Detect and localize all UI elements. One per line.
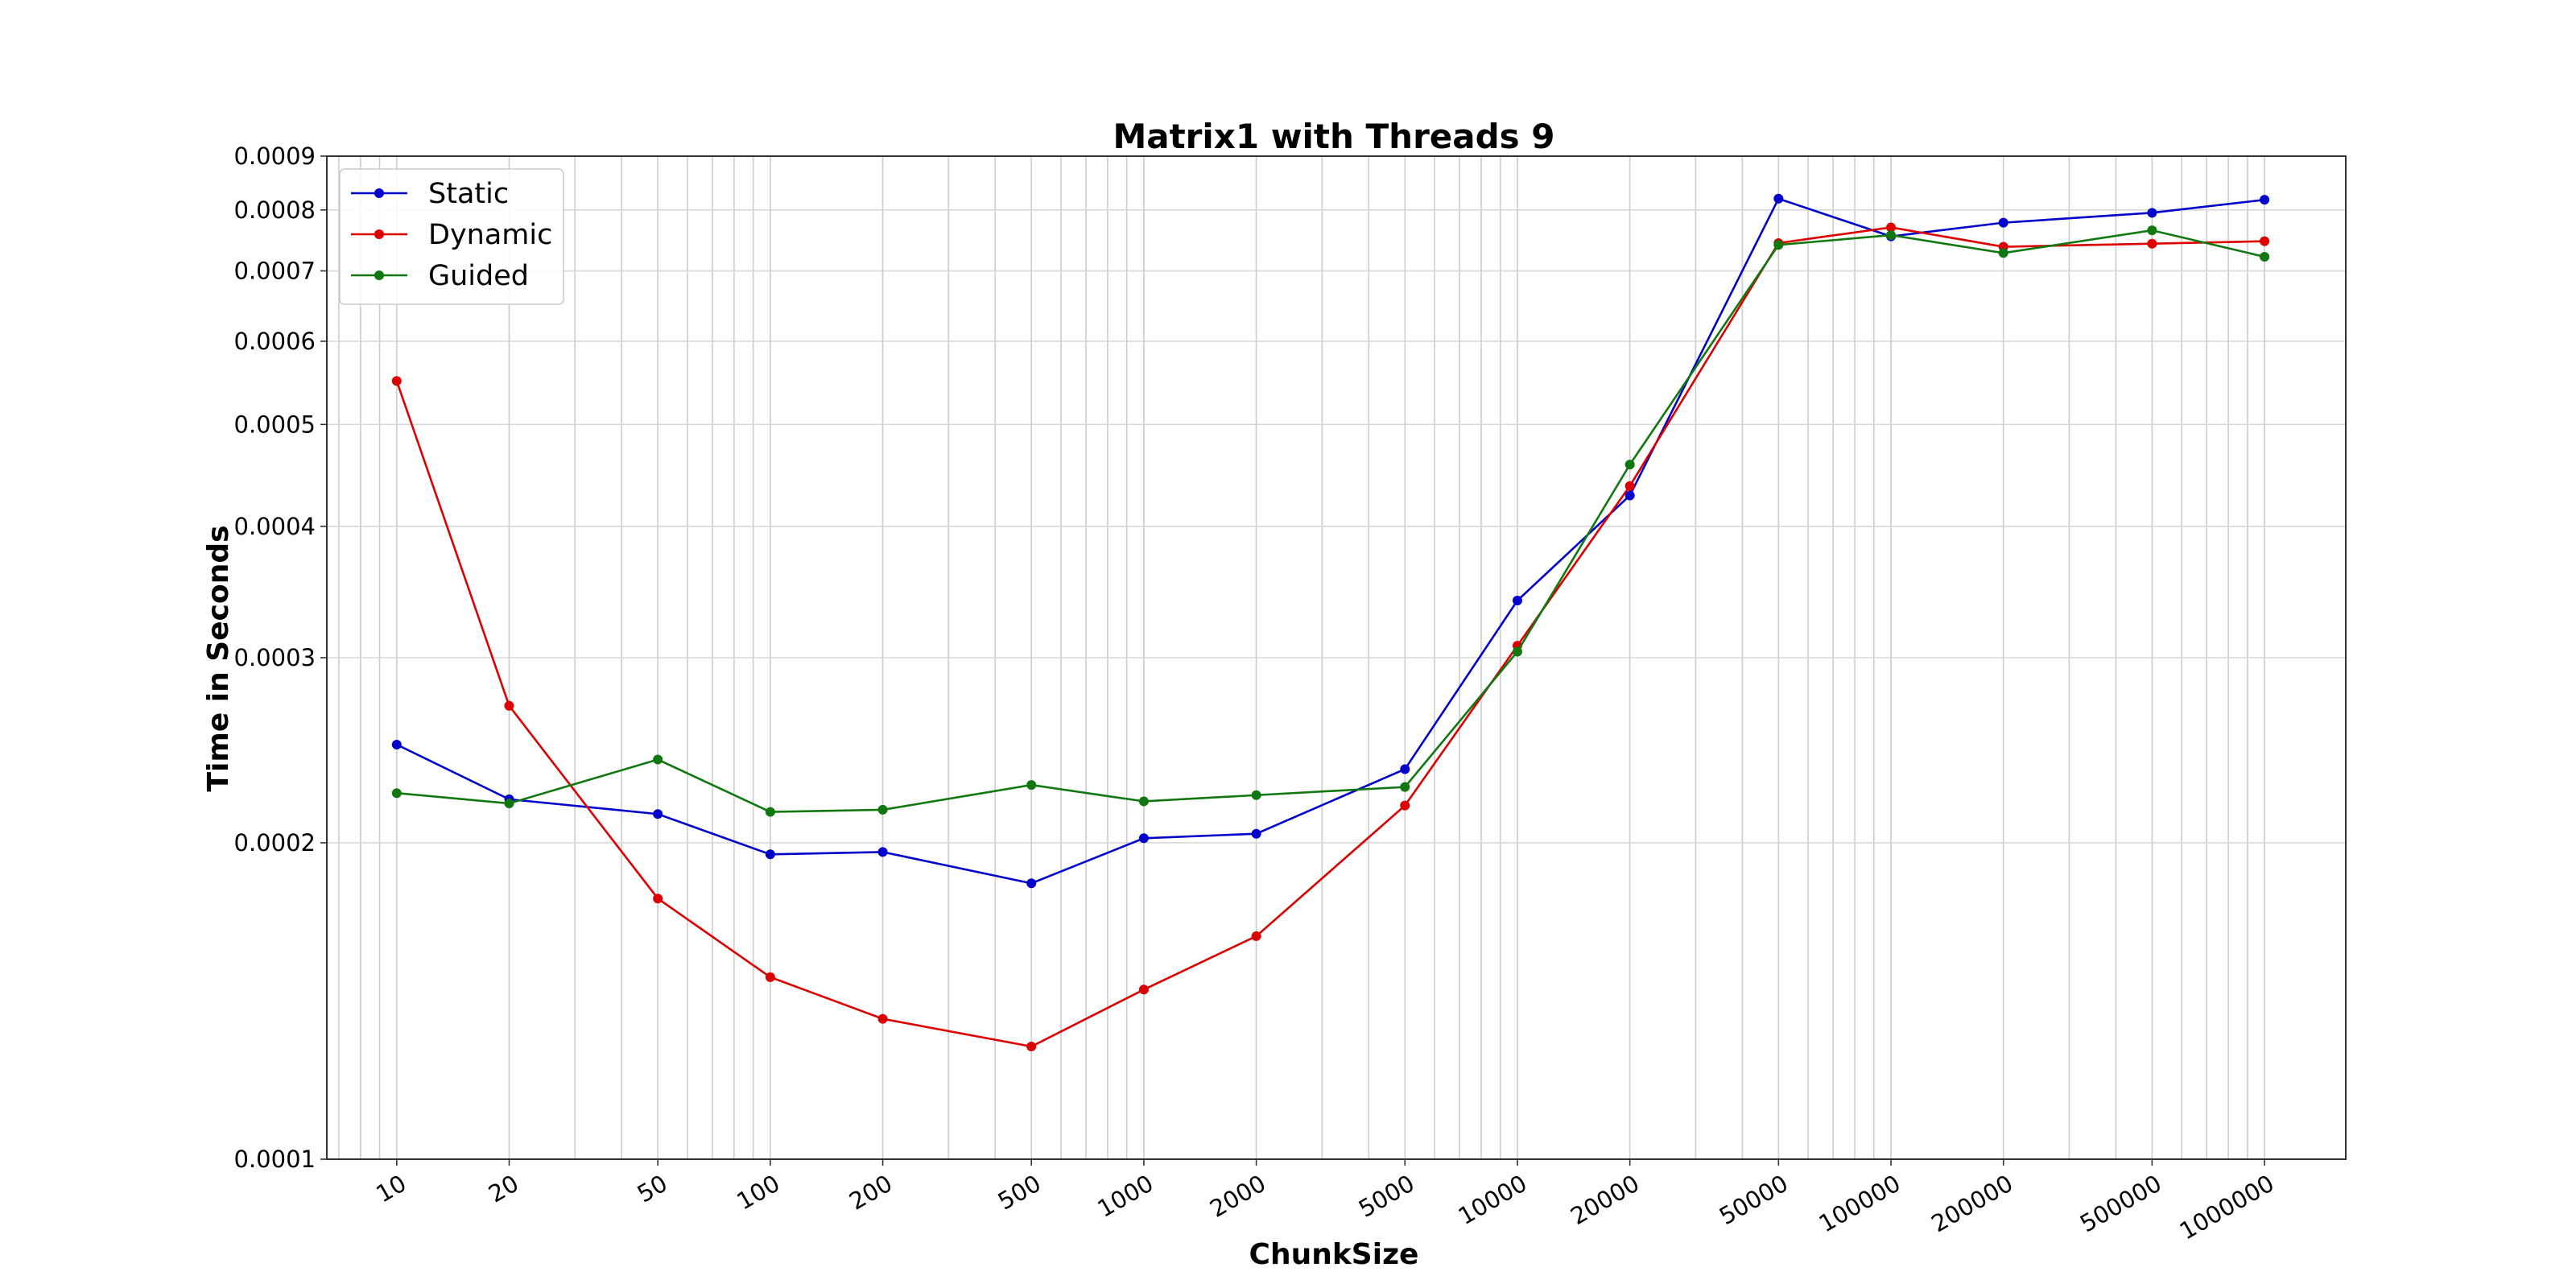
y-tick-label: 0.0006 (234, 328, 316, 355)
y-tick-label: 0.0003 (234, 644, 316, 671)
data-point-guided (1026, 780, 1037, 791)
data-point-static (391, 739, 402, 749)
data-point-dynamic (391, 376, 402, 386)
data-point-guided (765, 807, 775, 817)
x-tick-label: 500000 (2075, 1170, 2166, 1238)
data-point-guided (1773, 240, 1784, 250)
data-point-dynamic (2260, 236, 2270, 246)
x-tick-label: 50 (633, 1170, 672, 1208)
x-tick-label: 2000 (1205, 1170, 1270, 1223)
data-point-guided (1624, 460, 1635, 470)
data-point-static (2147, 208, 2157, 218)
data-point-static (1138, 833, 1149, 844)
legend-label-static: Static (428, 178, 509, 210)
data-point-dynamic (765, 972, 775, 982)
data-point-guided (1998, 248, 2008, 258)
series-layer (391, 193, 2270, 1052)
data-point-guided (504, 799, 514, 809)
data-point-static (1512, 596, 1522, 606)
y-tick-label: 0.0001 (234, 1146, 316, 1173)
x-tick-label: 100 (732, 1170, 784, 1216)
series-line-guided (396, 229, 2265, 813)
x-tick-label: 1000000 (2175, 1170, 2279, 1245)
x-axis-label: ChunkSize (1249, 1238, 1419, 1271)
data-point-static (1773, 193, 1784, 204)
data-point-guided (1512, 646, 1522, 657)
data-point-dynamic (2147, 238, 2157, 249)
legend: Static Dynamic Guided (339, 168, 564, 305)
x-tick-label: 100000 (1814, 1170, 1905, 1238)
legend-marker-dynamic (374, 229, 384, 239)
data-point-guided (1886, 230, 1897, 241)
data-point-guided (2260, 251, 2270, 262)
series-line-dynamic (395, 226, 2265, 1048)
data-point-static (1400, 764, 1410, 774)
data-point-dynamic (1400, 800, 1410, 811)
data-point-static (1026, 878, 1037, 889)
data-point-dynamic (1251, 931, 1261, 941)
major-grid (327, 155, 2346, 1160)
data-point-guided (1400, 782, 1410, 792)
x-tick-label: 5000 (1354, 1170, 1419, 1223)
data-point-guided (877, 804, 888, 815)
x-tick-label: 500 (993, 1170, 1046, 1216)
data-point-dynamic (1624, 481, 1635, 491)
y-tick-label: 0.0002 (234, 829, 316, 857)
x-tick-label: 20000 (1566, 1170, 1644, 1231)
chart-title: Matrix1 with Threads 9 (1113, 117, 1554, 156)
legend-marker-static (374, 188, 384, 198)
y-axis-ticks: 0.0001 0.0002 0.0003 0.0004 0.0005 0.0006 0.00… (234, 142, 327, 1173)
legend-label-dynamic: Dynamic (428, 219, 552, 251)
y-tick-label: 0.0007 (234, 258, 316, 285)
x-tick-label: 200000 (1926, 1170, 2017, 1238)
data-point-dynamic (877, 1013, 888, 1024)
y-tick-label: 0.0009 (234, 142, 316, 170)
legend-marker-guided (374, 270, 384, 280)
data-point-static (1624, 490, 1635, 501)
data-point-static (1998, 217, 2008, 228)
data-point-static (1251, 828, 1261, 839)
x-tick-label: 50000 (1715, 1170, 1793, 1231)
y-tick-label: 0.0008 (234, 196, 316, 224)
x-tick-label: 200 (844, 1170, 897, 1216)
legend-label-guided: Guided (428, 260, 529, 292)
x-tick-label: 10000 (1454, 1170, 1532, 1231)
legend-box (339, 168, 564, 305)
data-point-guided (391, 788, 402, 799)
x-axis-ticks: 10 20 50 100 200 500 1000 2000 5000 10000 20000 500… (371, 1159, 2279, 1245)
data-point-dynamic (1138, 985, 1149, 995)
data-point-guided (2147, 225, 2157, 236)
y-tick-label: 0.0004 (234, 513, 316, 540)
data-point-static (2260, 195, 2270, 205)
data-point-dynamic (653, 894, 663, 904)
data-point-static (765, 849, 775, 860)
data-point-guided (653, 754, 663, 765)
x-tick-label: 20 (484, 1170, 523, 1208)
y-tick-label: 0.0005 (234, 411, 316, 438)
data-point-dynamic (504, 700, 514, 711)
x-tick-label: 1000 (1092, 1170, 1158, 1223)
data-point-static (653, 809, 663, 819)
y-axis-label: Time in Seconds (202, 525, 235, 791)
data-point-guided (1251, 790, 1261, 800)
x-tick-label: 10 (371, 1170, 411, 1208)
data-point-dynamic (1886, 222, 1897, 233)
data-point-dynamic (1026, 1042, 1037, 1052)
series-line-static (396, 197, 2265, 885)
data-point-static (877, 847, 888, 857)
data-point-guided (1138, 796, 1149, 807)
